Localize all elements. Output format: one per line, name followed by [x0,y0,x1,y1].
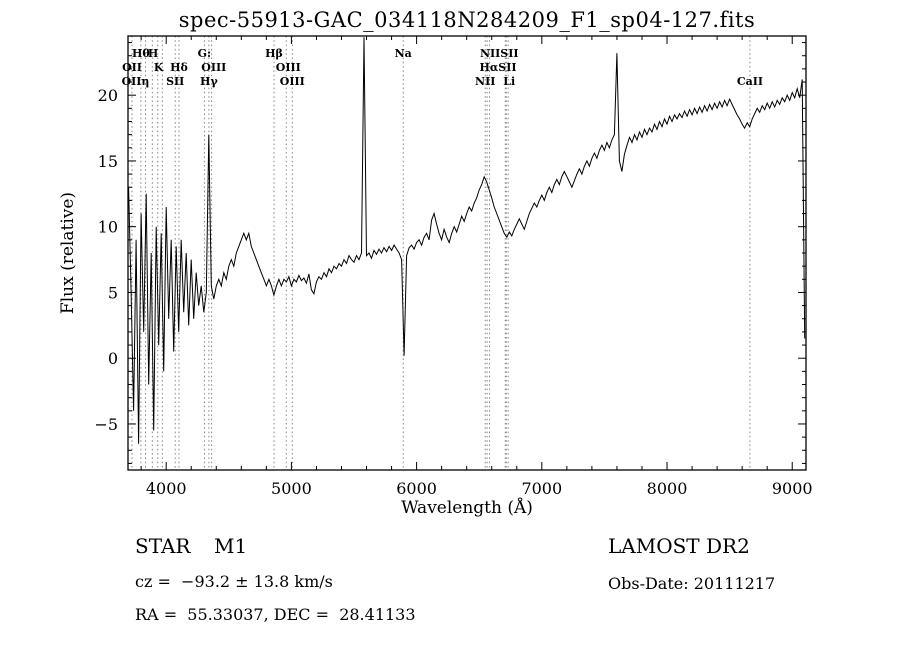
x-tick-label: 7000 [521,479,562,498]
spectral-marker-label: G: [198,47,211,60]
y-tick-label: 15 [98,152,118,171]
spectral-marker-label: OIIη [122,75,150,88]
spectral-marker-label: Hγ [200,75,218,88]
x-tick-label: 9000 [772,479,813,498]
spectrum-trace [128,37,806,444]
obs-date: Obs-Date: 20111217 [608,574,776,593]
spectral-marker-label: CaII [737,75,763,88]
spectral-marker-label: K [154,61,164,74]
spectral-marker-label: HαSII [479,61,516,74]
spectral-marker-label: Hθ [132,47,150,60]
object-subclass: M1 [214,534,248,558]
spectral-marker-label: OII [122,61,142,74]
spectral-marker-label: NIISII [480,47,519,60]
x-tick-label: 6000 [396,479,437,498]
x-tick-label: 8000 [647,479,688,498]
y-tick-label: 0 [108,349,118,368]
spectral-marker-label: Hδ [170,61,188,74]
survey-name: LAMOST DR2 [608,534,750,558]
spectral-marker-label: SII [166,75,184,88]
y-tick-label: 10 [98,218,118,237]
ra-dec-value: RA = 55.33037, DEC = 28.41133 [135,605,416,624]
y-tick-label: 20 [98,86,118,105]
object-class: STAR [135,534,191,558]
plot-title: spec-55913-GAC_034118N284209_F1_sp04-127… [178,8,756,32]
spectral-marker-label: OIII [201,61,226,74]
x-tick-label: 5000 [271,479,312,498]
y-tick-label: −5 [94,415,118,434]
y-axis-label: Flux (relative) [58,191,78,315]
cz-value: cz = −93.2 ± 13.8 km/s [135,572,333,591]
spectral-marker-label: Na [395,47,412,60]
spectral-marker-label: OIII [280,75,305,88]
x-axis-label: Wavelength (Å) [401,498,533,518]
spectral-marker-label: H [148,47,158,60]
y-tick-label: 5 [108,283,118,302]
spectral-marker-label: Li [503,75,515,88]
spectral-marker-label: OIII [276,61,301,74]
x-tick-label: 4000 [146,479,187,498]
plot-frame [127,35,807,471]
spectral-marker-label: NII [475,75,495,88]
spectral-marker-label: Hβ [265,47,283,60]
